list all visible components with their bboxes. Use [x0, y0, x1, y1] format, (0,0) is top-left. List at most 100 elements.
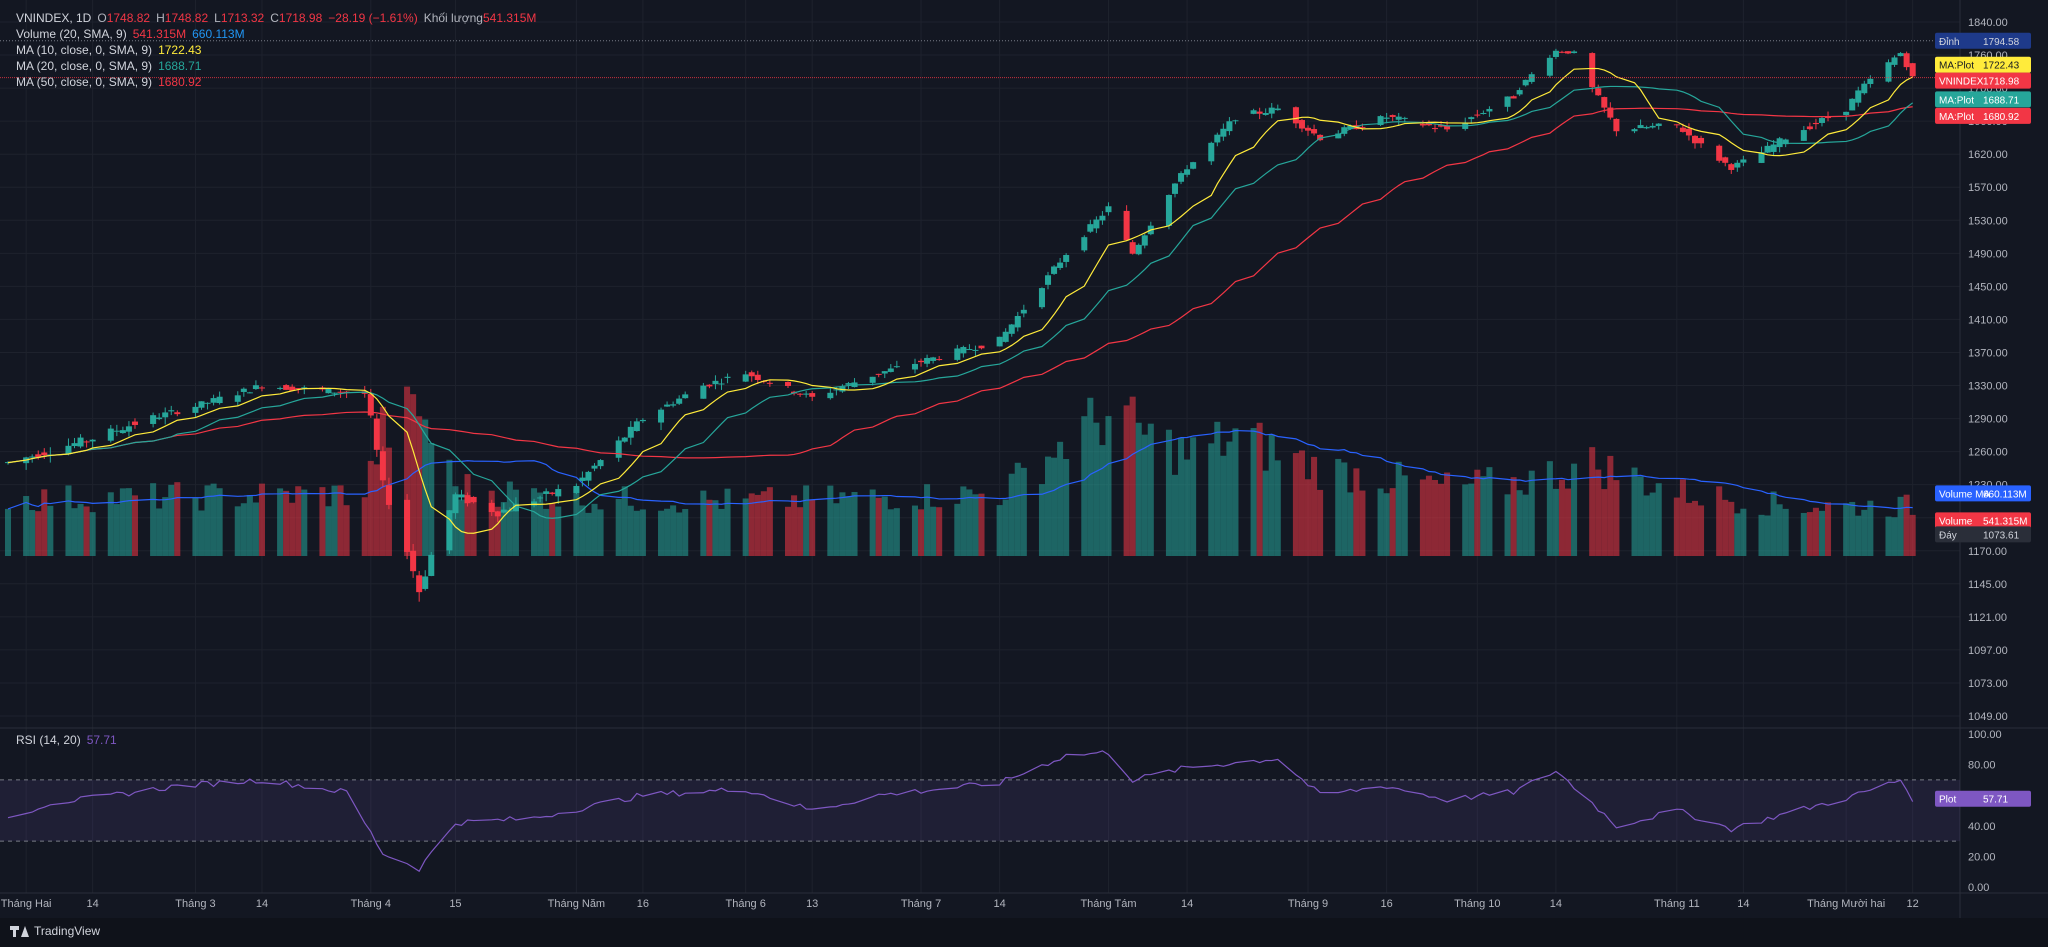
high-value: 1748.82 — [164, 11, 209, 25]
candle-body — [978, 345, 985, 349]
candle-body — [1057, 262, 1064, 268]
volume-bar — [246, 495, 253, 556]
candle-body — [1510, 96, 1517, 99]
candle-body — [803, 393, 810, 395]
volume-bar — [809, 499, 816, 556]
rsi-tick-label: 100.00 — [1968, 729, 2002, 741]
candle-body — [1565, 51, 1572, 54]
time-tick-label: 13 — [806, 898, 818, 910]
time-tick-label: Tháng 7 — [901, 898, 941, 910]
candle-body — [1480, 113, 1487, 115]
candle-body — [512, 503, 519, 512]
ma10-legend[interactable]: MA (10, close, 0, SMA, 9) 1722.43 — [16, 42, 207, 58]
volume-bar — [1776, 504, 1783, 556]
price-tick-label: 1450.00 — [1968, 281, 2008, 293]
candle-body — [1825, 117, 1832, 119]
candle-body — [1637, 125, 1644, 129]
volume-bar — [41, 489, 48, 556]
candle-body — [1855, 90, 1862, 103]
volume-bar — [1698, 505, 1705, 556]
candle-body — [1438, 125, 1445, 127]
low-label: L — [214, 11, 221, 25]
candle-body — [1038, 288, 1045, 308]
volume-bar — [1607, 455, 1614, 556]
candle-body — [1589, 53, 1596, 88]
rsi-legend[interactable]: RSI (14, 20) 57.71 — [16, 732, 123, 748]
last-price-tag-bg — [1935, 72, 2031, 89]
volume-bar — [549, 503, 556, 556]
candle-body — [1504, 96, 1511, 107]
time-tick-label: 15 — [449, 898, 461, 910]
candle-body — [428, 554, 435, 576]
candle-body — [1377, 116, 1384, 125]
volume-bar — [748, 493, 755, 556]
candle-body — [1268, 107, 1275, 114]
volume-bar — [621, 486, 628, 556]
candle-body — [700, 385, 707, 399]
candle-body — [458, 494, 465, 498]
volume-bar — [1093, 422, 1100, 556]
volume-bar — [289, 502, 296, 556]
candle-body — [887, 368, 894, 372]
volume-bar — [591, 503, 598, 556]
time-tick-label: 14 — [87, 898, 99, 910]
price-tick-label: 1073.00 — [1968, 678, 2008, 690]
candle-body — [1685, 128, 1692, 136]
time-tick-label: Tháng Năm — [548, 898, 605, 910]
volume-bar — [797, 507, 804, 556]
volume-bar — [1401, 475, 1408, 556]
volume-bar — [1728, 501, 1735, 556]
volume-bar — [1038, 484, 1045, 556]
volume-bar — [887, 509, 894, 556]
ma20-legend[interactable]: MA (20, close, 0, SMA, 9) 1688.71 — [16, 58, 207, 74]
candle-body — [1178, 173, 1185, 182]
price-tick-label: 1121.00 — [1968, 612, 2007, 624]
volume-bar — [712, 500, 719, 556]
candle-body — [1891, 57, 1898, 65]
volume-bar — [1558, 479, 1565, 556]
candle-body — [627, 426, 634, 438]
candle-body — [591, 465, 598, 469]
candle-body — [1800, 130, 1807, 141]
ma50-value: 1680.92 — [158, 75, 202, 89]
volume-bar — [960, 486, 967, 556]
rsi-title: RSI (14, 20) — [16, 733, 81, 747]
volume-bar — [283, 490, 290, 556]
candle-body — [1698, 137, 1705, 144]
ma20-value: 1688.71 — [158, 59, 202, 73]
time-tick-label: 14 — [1181, 898, 1193, 910]
candle-body — [65, 445, 72, 454]
candle-body — [712, 380, 719, 385]
low-value: 1713.32 — [220, 11, 265, 25]
candle-body — [1716, 145, 1723, 161]
ma50-legend[interactable]: MA (50, close, 0, SMA, 9) 1680.92 — [16, 74, 207, 90]
tradingview-watermark[interactable]: TradingView — [10, 924, 100, 938]
candle-body — [1002, 331, 1009, 342]
volume-bar — [1504, 494, 1511, 556]
volume-bar — [1305, 479, 1312, 556]
volume-bar — [978, 493, 985, 556]
candle-body — [1728, 164, 1735, 170]
volume-legend[interactable]: Volume (20, SMA, 9) 541.315M 660.113M — [16, 26, 251, 42]
price-tick-label: 1620.00 — [1968, 149, 2008, 161]
price-tick-label: 1840.00 — [1968, 17, 2008, 29]
candle-body — [410, 550, 417, 572]
volume-bar — [893, 508, 900, 556]
candle-body — [216, 396, 223, 404]
candle-body — [1679, 127, 1686, 132]
volume-bar — [851, 491, 858, 556]
volume-bar — [996, 505, 1003, 556]
candle-body — [1558, 51, 1565, 53]
volume-bar — [1425, 475, 1432, 556]
candle-body — [1571, 51, 1578, 54]
volume-bar — [1601, 489, 1608, 556]
volume-bar — [458, 499, 465, 556]
candle-body — [210, 398, 217, 403]
volume-bar — [1190, 437, 1197, 556]
candle-body — [416, 575, 423, 593]
volume-bar — [83, 506, 90, 556]
volume-bar — [627, 505, 634, 556]
candle-body — [766, 382, 773, 384]
candle-body — [1843, 111, 1850, 116]
